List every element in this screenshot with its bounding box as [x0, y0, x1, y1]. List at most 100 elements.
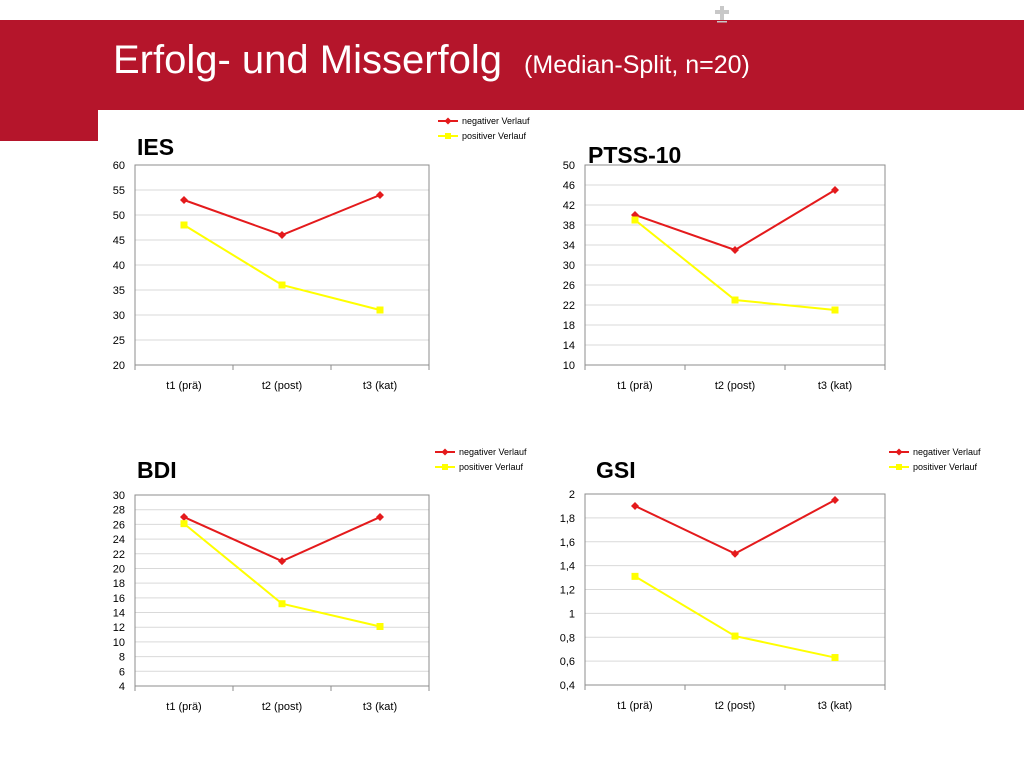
y-tick-label: 38 [563, 220, 575, 232]
content-panel [98, 110, 1024, 768]
y-tick-label: 16 [113, 593, 125, 605]
x-tick-label: t3 (kat) [818, 700, 852, 712]
chart-ies: IES 20 25 30 35 40 45 50 55 60 t1 (prä) t2 (post) t3… [113, 116, 530, 392]
data-point-negativer [831, 186, 839, 194]
y-tick-label: 20 [113, 563, 125, 575]
x-tick-label: t1 (prä) [617, 380, 652, 392]
plot-area [584, 493, 886, 686]
data-point-negativer [180, 513, 188, 522]
chart-legend: negativer Verlauf positiver Verlauf [889, 447, 981, 472]
y-tick-label: 26 [563, 280, 575, 292]
x-tick-label: t2 (post) [715, 380, 755, 392]
data-point-positiver [631, 216, 639, 224]
chart-legend: negativer Verlauf positiver Verlauf [435, 447, 527, 472]
y-tick-label: 25 [113, 335, 125, 347]
y-tick-label: 35 [113, 285, 125, 297]
x-tick-label: t1 (prä) [166, 701, 201, 713]
y-tick-label: 28 [113, 505, 125, 517]
chart-legend: negativer Verlauf positiver Verlauf [438, 116, 530, 141]
legend-marker [442, 464, 448, 470]
y-tick-label: 30 [563, 260, 575, 272]
y-tick-label: 14 [563, 340, 575, 352]
legend-marker [441, 448, 449, 456]
data-point-negativer [731, 246, 739, 254]
chart-ptss-10: PTSS-10 10 14 18 22 26 30 34 38 42 46 50 t1 (prä) t2 … [563, 142, 886, 392]
legend-label: negativer Verlauf [459, 447, 527, 457]
legend-marker [896, 464, 902, 470]
legend-label: negativer Verlauf [913, 447, 981, 457]
legend-label: positiver Verlauf [913, 462, 978, 472]
x-tick-label: t3 (kat) [363, 380, 397, 392]
data-point-negativer [376, 513, 384, 522]
x-tick-label: t2 (post) [262, 380, 302, 392]
y-tick-label: 24 [113, 534, 125, 546]
y-tick-label: 30 [113, 310, 125, 322]
data-point-positiver [180, 221, 188, 229]
y-tick-label: 0,6 [560, 656, 575, 668]
y-tick-label: 55 [113, 185, 125, 197]
data-point-positiver [278, 281, 286, 289]
legend-label: negativer Verlauf [462, 116, 530, 126]
y-tick-label: 22 [563, 300, 575, 312]
y-tick-label: 1 [569, 608, 575, 620]
x-tick-label: t2 (post) [715, 700, 755, 712]
x-tick-label: t3 (kat) [818, 380, 852, 392]
data-point-negativer [831, 495, 839, 504]
data-point-positiver [831, 654, 839, 662]
y-tick-label: 40 [113, 260, 125, 272]
data-point-negativer [278, 231, 286, 239]
slide-title: Erfolg- und Misserfolg (Median-Split, n=2… [113, 38, 750, 83]
data-point-positiver [831, 306, 839, 314]
y-tick-label: 10 [113, 637, 125, 649]
y-tick-label: 50 [563, 160, 575, 172]
data-point-positiver [731, 632, 739, 640]
plot-area [584, 164, 886, 366]
chart-bdi: BDI 4 6 8 10 12 14 16 18 20 22 24 26 28 30 t1 (prä) t2 (… [113, 447, 527, 713]
y-tick-label: 1,2 [560, 585, 575, 597]
chart-gsi: GSI 0,4 0,6 0,8 1 1,2 1,4 1,6 1,8 2 t1 (prä) t2 (po… [560, 447, 981, 712]
y-tick-label: 60 [113, 160, 125, 172]
data-point-positiver [376, 306, 384, 314]
page-title: Erfolg- und Misserfolg [113, 38, 503, 82]
plot-area [134, 494, 430, 687]
y-tick-label: 26 [113, 519, 125, 531]
y-tick-label: 50 [113, 210, 125, 222]
y-tick-label: 30 [113, 490, 125, 502]
data-point-negativer [631, 501, 639, 510]
plot-area [134, 164, 430, 366]
chart-title: IES [137, 134, 174, 160]
legend-marker [445, 133, 451, 139]
y-tick-label: 8 [119, 652, 125, 664]
chart-title: BDI [137, 457, 177, 483]
legend-label: positiver Verlauf [462, 131, 527, 141]
page-subtitle: (Median-Split, n=20) [524, 51, 750, 79]
y-tick-label: 6 [119, 666, 125, 678]
y-tick-label: 18 [563, 320, 575, 332]
y-tick-label: 45 [113, 235, 125, 247]
data-point-positiver [731, 296, 739, 304]
data-point-negativer [376, 191, 384, 199]
legend-label: positiver Verlauf [459, 462, 524, 472]
y-tick-label: 14 [113, 608, 125, 620]
y-tick-label: 4 [119, 681, 125, 693]
y-tick-label: 1,6 [560, 537, 575, 549]
y-tick-label: 2 [569, 489, 575, 501]
data-point-positiver [376, 622, 384, 630]
x-tick-label: t1 (prä) [166, 380, 201, 392]
y-tick-label: 1,8 [560, 513, 575, 525]
y-tick-label: 18 [113, 578, 125, 590]
y-tick-label: 12 [113, 622, 125, 634]
series-line-negativer [634, 189, 836, 252]
cross-logo-icon [715, 6, 729, 23]
x-tick-label: t3 (kat) [363, 701, 397, 713]
data-point-negativer [278, 557, 286, 566]
chart-title: GSI [596, 457, 636, 483]
legend-marker [895, 448, 903, 456]
y-tick-label: 46 [563, 180, 575, 192]
y-tick-label: 0,8 [560, 632, 575, 644]
data-point-positiver [180, 520, 188, 528]
legend-marker [444, 117, 452, 125]
series-line-positiver [634, 575, 836, 659]
y-tick-label: 0,4 [560, 680, 575, 692]
data-point-positiver [278, 600, 286, 608]
